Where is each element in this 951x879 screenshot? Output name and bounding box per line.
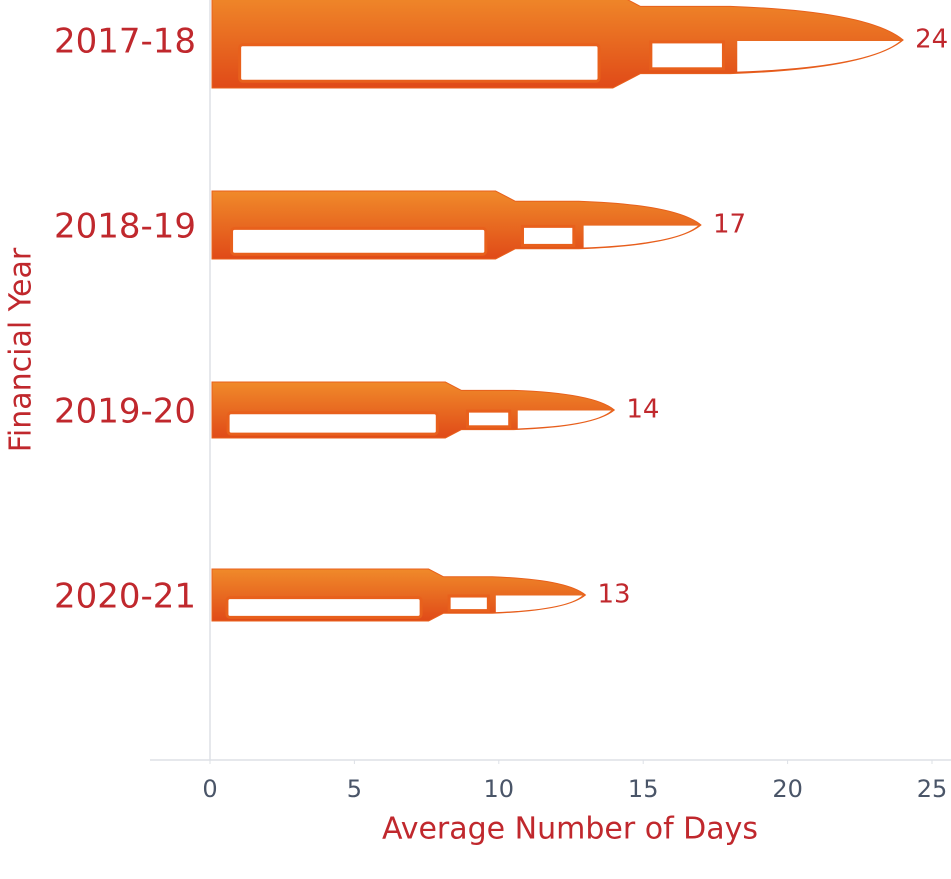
x-axis-title: Average Number of Days: [382, 812, 758, 847]
bullet-tip: [495, 595, 583, 613]
bullet-window: [649, 40, 725, 71]
bullet-window: [225, 596, 423, 619]
x-tick-label: 20: [772, 775, 803, 803]
y-tick-label: 2020-21: [54, 577, 196, 617]
value-label: 13: [597, 580, 630, 610]
bullet-window: [230, 226, 488, 256]
bullet-tip: [517, 410, 612, 429]
value-label: 17: [713, 210, 746, 240]
bullet-window: [447, 594, 490, 613]
bullet-window: [226, 411, 439, 436]
x-tick-label: 10: [484, 775, 515, 803]
x-tick-label: 0: [202, 775, 217, 803]
bullet-window: [520, 224, 576, 247]
bullet-tip: [583, 225, 698, 248]
y-axis-title: Financial Year: [4, 247, 39, 452]
bullet-window: [465, 409, 512, 429]
value-label: 14: [626, 395, 659, 425]
x-tick-label: 15: [628, 775, 659, 803]
value-label: 24: [915, 25, 948, 55]
x-tick-label: 25: [917, 775, 948, 803]
y-tick-label: 2018-19: [54, 207, 196, 247]
bullet-window: [238, 43, 601, 83]
y-tick-label: 2017-18: [54, 22, 196, 62]
x-tick-label: 5: [347, 775, 362, 803]
bullet-tip: [737, 40, 901, 72]
y-tick-label: 2019-20: [54, 392, 196, 432]
